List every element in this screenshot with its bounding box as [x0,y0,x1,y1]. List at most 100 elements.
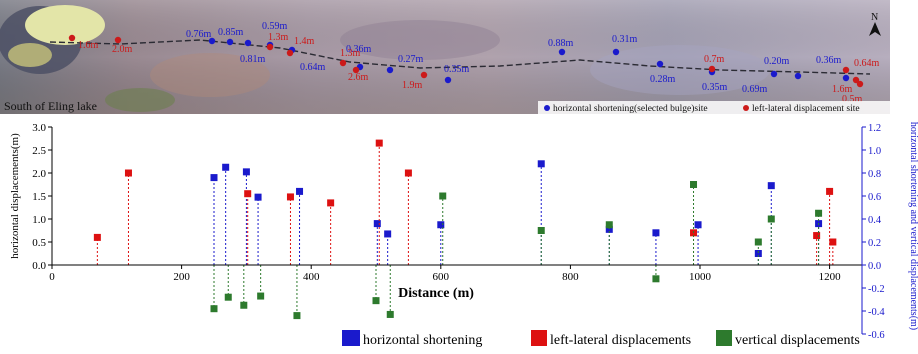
legend-label-shortening: horizontal shortening [363,333,482,348]
map-legend-displacement: left-lateral displacement site [752,103,860,114]
shortening-point-0 [210,174,218,182]
y-left-tick-label-3: 1.5 [32,191,46,203]
vertical-point-3 [257,292,265,300]
shortening-point-2 [242,168,250,176]
legend-swatch-left-lateral [531,330,547,346]
shortening-point-11 [694,221,702,229]
x-tick-label-2: 400 [303,271,320,283]
vertical-point-14 [815,209,823,217]
left-lateral-point-2 [244,190,252,198]
map-label-14: 0.20m [764,56,790,67]
map-red-label-1: 1.6m [78,40,99,51]
legend-label-vertical: vertical displacements [735,333,860,348]
map-label-15: 0.36m [816,55,842,66]
north-arrow: N [869,12,881,36]
left-lateral-point-6 [404,169,412,177]
shortening-site-icon [544,105,550,111]
y-right-axis-label: horizontal shortening and vertical displ… [908,122,918,330]
lake-area [25,5,105,45]
shortening-point-1 [222,163,230,171]
x-tick-label-6: 1200 [819,271,842,283]
shortening-point-6 [384,230,392,238]
vertical-point-1 [224,293,232,301]
map-red-sites [68,34,864,88]
map-label-5: 0.64m [300,62,326,73]
map-label-3: 0.59m [262,21,288,32]
chart-legend: horizontal shortening left-lateral displ… [342,330,860,348]
legend-swatch-shortening [342,330,360,346]
y-left-tick-label-0: 0.0 [32,260,46,272]
map-red-label-5: 1.3m [340,48,361,59]
map-label-7: 0.27m [398,54,424,65]
vertical-point-0 [210,305,218,313]
vertical-point-8 [537,227,545,234]
map-red-label-3: 1.3m [268,32,289,43]
map-label-2: 0.85m [218,27,244,38]
map-legend-shortening: horizontal shortening(selected bulge)sit… [553,103,708,114]
y-right-tick-label-3: 0.0 [868,261,881,272]
map-red-label-4: 1.4m [294,36,315,47]
left-lateral-point-10 [829,238,837,246]
y-right-tick-label-8: 1.0 [868,146,881,157]
left-lateral-point-3 [286,193,294,201]
map-label-1: 0.76m [186,29,212,40]
map-label-9: 0.88m [548,38,574,49]
map-red-label-8: 0.7m [704,54,725,65]
map-caption: South of Eling lake [4,99,97,113]
y-left-tick-label-5: 2.5 [32,145,46,157]
y-left-tick-label-4: 2.0 [32,168,46,180]
vertical-point-7 [439,192,447,200]
legend-swatch-vertical [716,330,732,346]
displacement-site-icon [743,105,749,111]
map-label-11: 0.28m [650,74,676,85]
y-right-tick-label-1: -0.4 [868,307,885,318]
map-red-label-9: 0.64m [854,58,880,69]
y-left-tick-label-1: 0.5 [32,237,46,249]
vertical-point-2 [240,301,248,309]
left-lateral-point-8 [813,232,821,240]
map-label-12: 0.35m [702,82,728,93]
y-left-tick-label-6: 3.0 [32,122,46,134]
shortening-point-12 [754,250,762,257]
x-tick-label-5: 1000 [689,271,712,283]
shortening-point-4 [296,187,304,195]
north-label: N [871,12,878,23]
y-left-tick-label-2: 1.0 [32,214,46,226]
y-right-tick-label-6: 0.6 [868,192,881,203]
map-legend: horizontal shortening(selected bulge)sit… [538,101,890,114]
x-axis-label: Distance (m) [398,286,474,301]
y-left-axis-label: horizontal displacements(m) [9,133,21,259]
x-tick-label-3: 600 [433,271,450,283]
vertical-point-9 [605,221,613,229]
vertical-point-13 [767,215,775,223]
map-label-10: 0.31m [612,34,638,45]
shortening-point-13 [767,182,775,190]
y-right-tick-label-5: 0.4 [868,215,882,226]
left-lateral-point-1 [124,169,132,177]
left-lateral-point-5 [375,139,383,147]
shortening-point-8 [537,160,545,168]
satellite-map: 0.76m 0.85m 0.59m 0.81m 0.64m 0.36m 0.27… [0,0,890,114]
map-label-6: 0.36m [346,44,372,55]
map-red-label-7: 1.9m [402,80,423,91]
map-red-label-6: 2.6m [348,72,369,83]
map-red-labels: 1.6m 2.0m 1.3m 1.4m 1.3m 2.6m 1.9m 0.7m … [78,32,880,105]
x-tick-label-0: 0 [49,271,55,283]
map-red-label-2: 2.0m [112,44,133,55]
y-right-tick-label-7: 0.8 [868,169,881,180]
y-right-tick-label-0: -0.6 [868,330,885,341]
shortening-point-5 [373,220,381,228]
map-label-13: 0.69m [742,84,768,95]
fault-trace [49,39,871,75]
map-red-label-11: 0.5m [842,94,863,105]
map-label-4: 0.81m [240,54,266,65]
y-right-tick-label-4: 0.2 [868,238,881,249]
left-lateral-point-9 [826,187,834,195]
north-arrow-icon [869,22,881,36]
map-blue-labels: 0.76m 0.85m 0.59m 0.81m 0.64m 0.36m 0.27… [186,21,842,95]
vertical-point-4 [293,312,301,320]
shortening-point-7 [437,221,445,229]
vertical-point-12 [754,238,762,246]
